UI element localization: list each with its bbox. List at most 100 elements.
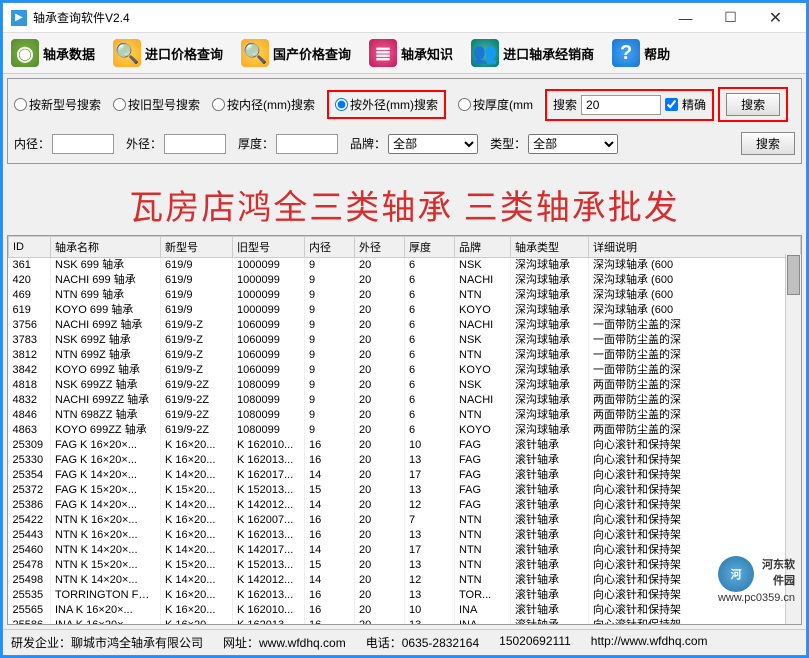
table-row[interactable]: 3783NSK 699Z 轴承619/9-Z10600999206NSK深沟球轴…: [9, 333, 801, 348]
top-search-button[interactable]: 搜索: [726, 93, 780, 116]
table-row[interactable]: 619KOYO 699 轴承619/910000999206KOYO深沟球轴承深…: [9, 303, 801, 318]
type-select[interactable]: 全部: [528, 134, 618, 154]
radio-3[interactable]: [335, 98, 348, 111]
cell: NSK 699 轴承: [51, 258, 161, 274]
col-header-1[interactable]: 轴承名称: [51, 237, 161, 258]
toolbar-button-1[interactable]: 🔍进口价格查询: [113, 39, 223, 67]
cell: KOYO 699ZZ 轴承: [51, 423, 161, 438]
cell: 619: [9, 303, 51, 318]
table-row[interactable]: 25565INA K 16×20×...K 16×20...K 162010..…: [9, 603, 801, 618]
col-header-7[interactable]: 品牌: [455, 237, 511, 258]
toolbar-icon-1: 🔍: [113, 39, 141, 67]
table-row[interactable]: 4818NSK 699ZZ 轴承619/9-2Z10800999206NSK深沟…: [9, 378, 801, 393]
cell: 17: [405, 543, 455, 558]
cell: 9: [305, 303, 355, 318]
table-row[interactable]: 25422NTN K 16×20×...K 16×20...K 162007..…: [9, 513, 801, 528]
table-row[interactable]: 4846NTN 698ZZ 轴承619/9-2Z10800999206NTN深沟…: [9, 408, 801, 423]
col-header-8[interactable]: 轴承类型: [511, 237, 589, 258]
table-row[interactable]: 361NSK 699 轴承619/910000999206NSK深沟球轴承深沟球…: [9, 258, 801, 274]
minimize-button[interactable]: —: [663, 4, 708, 32]
cell: NACHI 699Z 轴承: [51, 318, 161, 333]
table-row[interactable]: 25372FAG K 15×20×...K 15×20...K 152013..…: [9, 483, 801, 498]
cell: 9: [305, 318, 355, 333]
table-row[interactable]: 25498NTN K 14×20×...K 14×20...K 142012..…: [9, 573, 801, 588]
table-row[interactable]: 25586INA K 16×20×...K 16×20...K 162013..…: [9, 618, 801, 625]
cell: 1060099: [233, 348, 305, 363]
maximize-button[interactable]: ☐: [708, 4, 753, 32]
precise-checkbox[interactable]: [665, 98, 678, 111]
table-row[interactable]: 25535TORRINGTON FWJ...K 16×20...K 162013…: [9, 588, 801, 603]
table-row[interactable]: 4863KOYO 699ZZ 轴承619/9-2Z10800999206KOYO…: [9, 423, 801, 438]
table-row[interactable]: 420NACHI 699 轴承619/910000999206NACHI深沟球轴…: [9, 273, 801, 288]
search-mode-1[interactable]: 按旧型号搜索: [113, 96, 200, 113]
cell: NACHI: [455, 273, 511, 288]
search-mode-4[interactable]: 按厚度(mm: [458, 96, 533, 113]
cell: 7: [405, 513, 455, 528]
toolbar-button-5[interactable]: ?帮助: [612, 39, 670, 67]
scroll-thumb[interactable]: [787, 255, 800, 295]
cell: 6: [405, 348, 455, 363]
cell: 1080099: [233, 378, 305, 393]
inner-input[interactable]: [52, 134, 114, 154]
thick-input[interactable]: [276, 134, 338, 154]
col-header-3[interactable]: 旧型号: [233, 237, 305, 258]
cell: 9: [305, 393, 355, 408]
search-mode-0[interactable]: 按新型号搜索: [14, 96, 101, 113]
cell: 6: [405, 423, 455, 438]
outer-input[interactable]: [164, 134, 226, 154]
table-row[interactable]: 469NTN 699 轴承619/910000999206NTN深沟球轴承深沟球…: [9, 288, 801, 303]
table-row[interactable]: 25354FAG K 14×20×...K 14×20...K 162017..…: [9, 468, 801, 483]
col-header-0[interactable]: ID: [9, 237, 51, 258]
toolbar-label-1: 进口价格查询: [145, 44, 223, 63]
toolbar-button-4[interactable]: 👥进口轴承经销商: [471, 39, 594, 67]
table-row[interactable]: 3842KOYO 699Z 轴承619/9-Z10600999206KOYO深沟…: [9, 363, 801, 378]
brand-select[interactable]: 全部: [388, 134, 478, 154]
radio-2[interactable]: [212, 98, 225, 111]
toolbar-button-2[interactable]: 🔍国产价格查询: [241, 39, 351, 67]
vertical-scrollbar[interactable]: [785, 254, 801, 624]
cell: K 162013...: [233, 453, 305, 468]
cell: 619/9: [161, 288, 233, 303]
table-row[interactable]: 25443NTN K 16×20×...K 16×20...K 162013..…: [9, 528, 801, 543]
cell: TOR...: [455, 588, 511, 603]
table-row[interactable]: 25309FAG K 16×20×...K 16×20...K 162010..…: [9, 438, 801, 453]
toolbar-icon-5: ?: [612, 39, 640, 67]
table-row[interactable]: 3756NACHI 699Z 轴承619/9-Z10600999206NACHI…: [9, 318, 801, 333]
cell: 4818: [9, 378, 51, 393]
toolbar-button-0[interactable]: ◉轴承数据: [11, 39, 95, 67]
radio-4[interactable]: [458, 98, 471, 111]
cell: NTN 698ZZ 轴承: [51, 408, 161, 423]
radio-0[interactable]: [14, 98, 27, 111]
cell: NTN K 14×20×...: [51, 573, 161, 588]
toolbar-button-3[interactable]: ≣轴承知识: [369, 39, 453, 67]
cell: 3842: [9, 363, 51, 378]
table-row[interactable]: 25478NTN K 15×20×...K 15×20...K 152013..…: [9, 558, 801, 573]
table-row[interactable]: 25460NTN K 14×20×...K 14×20...K 142017..…: [9, 543, 801, 558]
table-row[interactable]: 25330FAG K 16×20×...K 16×20...K 162013..…: [9, 453, 801, 468]
col-header-4[interactable]: 内径: [305, 237, 355, 258]
filter-search-button[interactable]: 搜索: [741, 132, 795, 155]
titlebar: ▶ 轴承查询软件V2.4 — ☐ ✕: [3, 3, 806, 33]
radio-1[interactable]: [113, 98, 126, 111]
cell: 6: [405, 318, 455, 333]
cell: 滚针轴承: [511, 453, 589, 468]
cell: 20: [355, 318, 405, 333]
search-mode-2[interactable]: 按内径(mm)搜索: [212, 96, 315, 113]
cell: 向心滚针和保持架: [589, 573, 801, 588]
col-header-5[interactable]: 外径: [355, 237, 405, 258]
col-header-9[interactable]: 详细说明: [589, 237, 801, 258]
thick-label: 厚度：: [238, 135, 274, 152]
close-button[interactable]: ✕: [753, 4, 798, 32]
cell: 深沟球轴承: [511, 348, 589, 363]
search-value-input[interactable]: [581, 95, 661, 115]
table-row[interactable]: 25386FAG K 14×20×...K 14×20...K 142012..…: [9, 498, 801, 513]
search-mode-3[interactable]: 按外径(mm)搜索: [327, 90, 446, 119]
table-row[interactable]: 3812NTN 699Z 轴承619/9-Z10600999206NTN深沟球轴…: [9, 348, 801, 363]
cell: K 16×20...: [161, 438, 233, 453]
statusbar: 研发企业：聊城市鸿全轴承有限公司 网址：www.wfdhq.com 电话：063…: [3, 629, 806, 655]
cell: 4832: [9, 393, 51, 408]
col-header-2[interactable]: 新型号: [161, 237, 233, 258]
col-header-6[interactable]: 厚度: [405, 237, 455, 258]
table-row[interactable]: 4832NACHI 699ZZ 轴承619/9-2Z10800999206NAC…: [9, 393, 801, 408]
cell: K 152013...: [233, 483, 305, 498]
